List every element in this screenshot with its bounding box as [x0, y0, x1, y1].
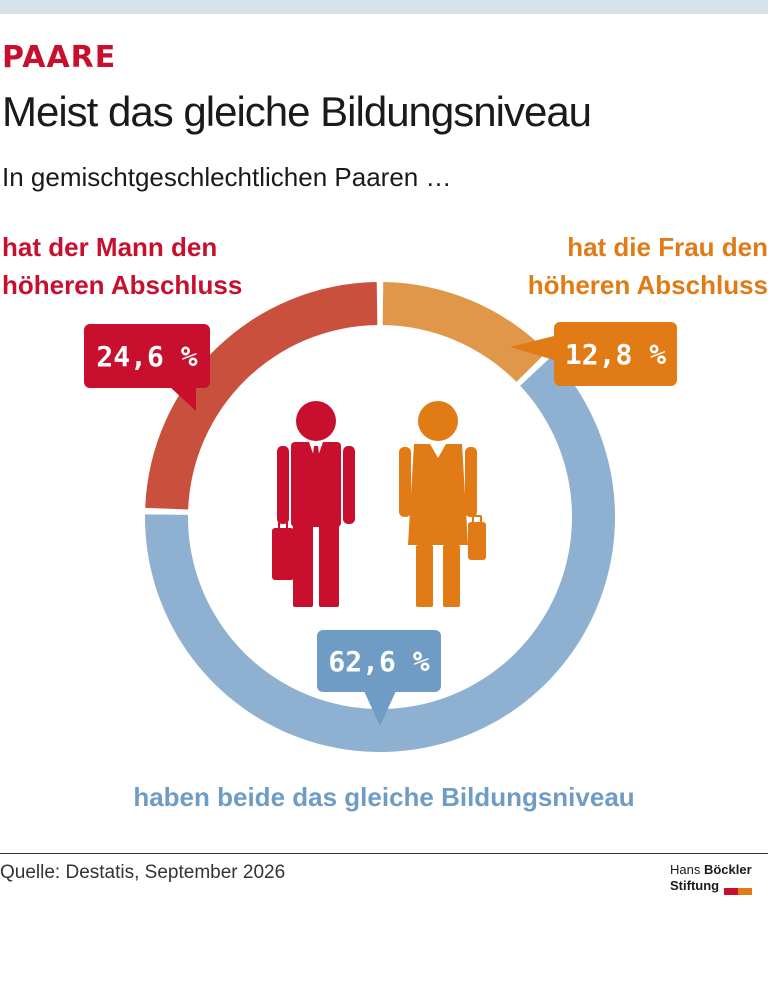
badge-both-equal: 62,6 % [317, 630, 441, 726]
badge-woman-higher-value: 12,8 % [565, 338, 666, 371]
kicker: PAARE [2, 40, 117, 75]
label-both-text: haben beide das gleiche Bildungsniveau [133, 782, 635, 812]
brand-color-bar [724, 883, 753, 895]
brand-hans: Hans [670, 862, 704, 877]
badge-both-equal-value: 62,6 % [328, 645, 429, 678]
page-title: Meist das gleiche Bildungsniveau [2, 88, 592, 135]
brand-boeckler: Böckler [703, 862, 752, 877]
brand-stiftung: Stiftung [670, 878, 720, 893]
badge-woman-higher: 12,8 % [510, 322, 677, 386]
badge-man-higher: 24,6 % [84, 324, 210, 411]
brand-logo: Hans Böckler Stiftung [670, 862, 768, 895]
label-man-higher: hat der Mann den höheren Abschluss [2, 228, 242, 304]
label-woman-higher: hat die Frau den höheren Abschluss [528, 228, 768, 304]
top-band [0, 0, 768, 14]
slice-woman-higher [382, 282, 547, 382]
businessman-icon [272, 401, 355, 607]
source-note: Quelle: Destatis, September 2026 [0, 862, 286, 883]
label-man-line2: höheren Abschluss [2, 270, 243, 300]
slice-both-equal [144, 356, 616, 753]
label-woman-line1: hat die Frau den [567, 232, 768, 262]
label-both-equal: haben beide das gleiche Bildungsniveau [0, 782, 768, 813]
subtitle: In gemischtgeschlechtlichen Paaren … [2, 162, 452, 192]
businesswoman-icon [399, 401, 486, 607]
label-man-line1: hat der Mann den [2, 232, 218, 262]
footer-rule [0, 853, 768, 854]
badge-man-higher-value: 24,6 % [96, 340, 197, 373]
label-woman-line2: höheren Abschluss [527, 270, 768, 300]
